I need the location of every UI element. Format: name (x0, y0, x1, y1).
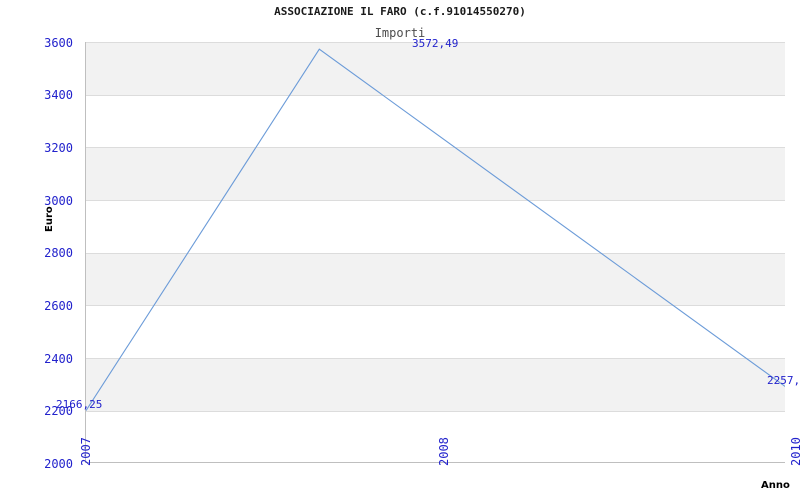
x-axis-title: Anno (761, 480, 790, 491)
y-tick-label: 2200 (44, 404, 73, 418)
x-tick-label: 2008 (437, 437, 451, 466)
gridline (86, 147, 785, 148)
y-tick-label: 3400 (44, 88, 73, 102)
data-point-label: 3572,49 (412, 37, 459, 50)
chart-title: ASSOCIAZIONE IL FARO (c.f.91014550270) (274, 5, 526, 18)
background-band (86, 147, 785, 200)
x-tick-label: 2007 (79, 437, 93, 466)
y-tick-label: 3200 (44, 141, 73, 155)
background-band (86, 253, 785, 306)
x-tick-label: 2010 (789, 437, 800, 466)
gridline (86, 95, 785, 96)
gridline (86, 253, 785, 254)
y-tick-label: 2000 (44, 457, 73, 471)
chart-subtitle: Importi (374, 26, 426, 40)
y-axis-title: Euro (44, 206, 55, 232)
gridline (86, 358, 785, 359)
data-point-label: 2166,25 (56, 398, 103, 411)
data-point-label: 2257,65 (767, 374, 800, 387)
gridline (86, 305, 785, 306)
gridline (86, 200, 785, 201)
y-tick-label: 3000 (44, 194, 73, 208)
y-tick-label: 3600 (44, 36, 73, 50)
series-line (86, 48, 785, 411)
y-tick-label: 2400 (44, 352, 73, 366)
series-polyline (86, 48, 785, 411)
gridline (86, 411, 785, 412)
background-band (86, 358, 785, 411)
plot-area (85, 42, 785, 463)
y-tick-label: 2600 (44, 299, 73, 313)
background-band (86, 42, 785, 95)
gridline (86, 42, 785, 43)
y-tick-label: 2800 (44, 246, 73, 260)
